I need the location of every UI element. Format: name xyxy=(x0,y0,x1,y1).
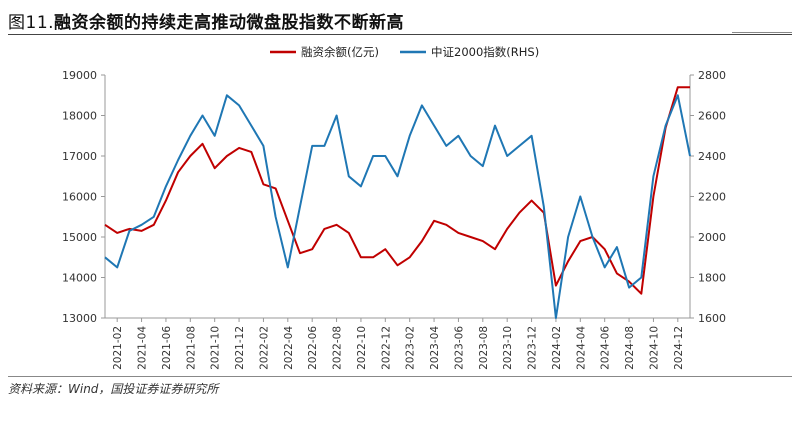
x-tick-label: 2021-08 xyxy=(185,326,197,370)
figure-title-text: 融资余额的持续走高推动微盘股指数不断新高 xyxy=(54,13,405,33)
figure-title: 图11.融资余额的持续走高推动微盘股指数不断新高 xyxy=(8,8,404,33)
x-tick-label: 2022-06 xyxy=(307,326,319,370)
y-left-tick-label: 16000 xyxy=(62,191,97,204)
figure-header: 图11.融资余额的持续走高推动微盘股指数不断新高 xyxy=(8,6,792,35)
x-tick-label: 2021-12 xyxy=(234,326,246,370)
x-tick-label: 2023-10 xyxy=(502,326,514,370)
x-tick-label: 2022-10 xyxy=(356,326,368,370)
y-left-tick-label: 17000 xyxy=(62,150,97,163)
y-left-tick-label: 13000 xyxy=(62,312,97,325)
y-right-tick-label: 2800 xyxy=(698,69,726,82)
x-tick-label: 2022-12 xyxy=(380,326,392,370)
x-tick-label: 2021-10 xyxy=(210,326,222,370)
x-tick-label: 2023-02 xyxy=(405,326,417,370)
x-tick-label: 2024-04 xyxy=(575,326,587,370)
x-tick-label: 2024-08 xyxy=(624,326,636,370)
x-tick-label: 2023-12 xyxy=(527,326,539,370)
y-right-tick-label: 2400 xyxy=(698,150,726,163)
series-line-1 xyxy=(104,94,691,319)
x-tick-label: 2023-04 xyxy=(429,326,441,370)
x-tick-label: 2023-06 xyxy=(453,326,465,370)
x-tick-label: 2023-08 xyxy=(478,326,490,370)
chart-series xyxy=(104,86,691,319)
x-tick-label: 2021-02 xyxy=(112,326,124,370)
y-right-tick-label: 2000 xyxy=(698,231,726,244)
chart-legend: 融资余额(亿元) 中证2000指数(RHS) xyxy=(270,45,539,59)
x-tick-label: 2024-12 xyxy=(673,326,685,370)
x-tick-label: 2021-04 xyxy=(137,326,149,370)
x-tick-label: 2022-02 xyxy=(258,326,270,370)
x-tick-label: 2024-06 xyxy=(600,326,612,370)
chart-area: 融资余额(亿元) 中证2000指数(RHS) 13000 14000 15000 160… xyxy=(0,34,804,374)
figure-number: 图11. xyxy=(8,13,55,33)
y-left-tick-label: 14000 xyxy=(62,272,97,285)
y-right-tick-label: 2200 xyxy=(698,191,726,204)
source-note: 资料来源：Wind，国投证券证券研究所 xyxy=(8,382,219,396)
y-right-tick-label: 2600 xyxy=(698,110,726,123)
x-tick-label: 2022-08 xyxy=(332,326,344,370)
y-left-tick-label: 19000 xyxy=(62,69,97,82)
x-tick-label: 2021-06 xyxy=(161,326,173,370)
x-tick-label: 2022-04 xyxy=(283,326,295,370)
y-left-tick-label: 15000 xyxy=(62,231,97,244)
x-tick-label: 2024-02 xyxy=(551,326,563,370)
header-rule xyxy=(732,32,792,33)
dual-axis-line-chart: 融资余额(亿元) 中证2000指数(RHS) 13000 14000 15000 160… xyxy=(62,45,726,370)
footer-rule xyxy=(8,376,792,377)
legend-label-0: 融资余额(亿元) xyxy=(301,45,379,59)
x-tick-label: 2024-10 xyxy=(648,326,660,370)
legend-label-1: 中证2000指数(RHS) xyxy=(431,45,539,59)
y-left-tick-label: 18000 xyxy=(62,110,97,123)
y-right-tick-label: 1800 xyxy=(698,272,726,285)
y-right-tick-label: 1600 xyxy=(698,312,726,325)
chart-axes: 13000 14000 15000 16000 17000 18000 19000 1600 1… xyxy=(62,69,726,370)
